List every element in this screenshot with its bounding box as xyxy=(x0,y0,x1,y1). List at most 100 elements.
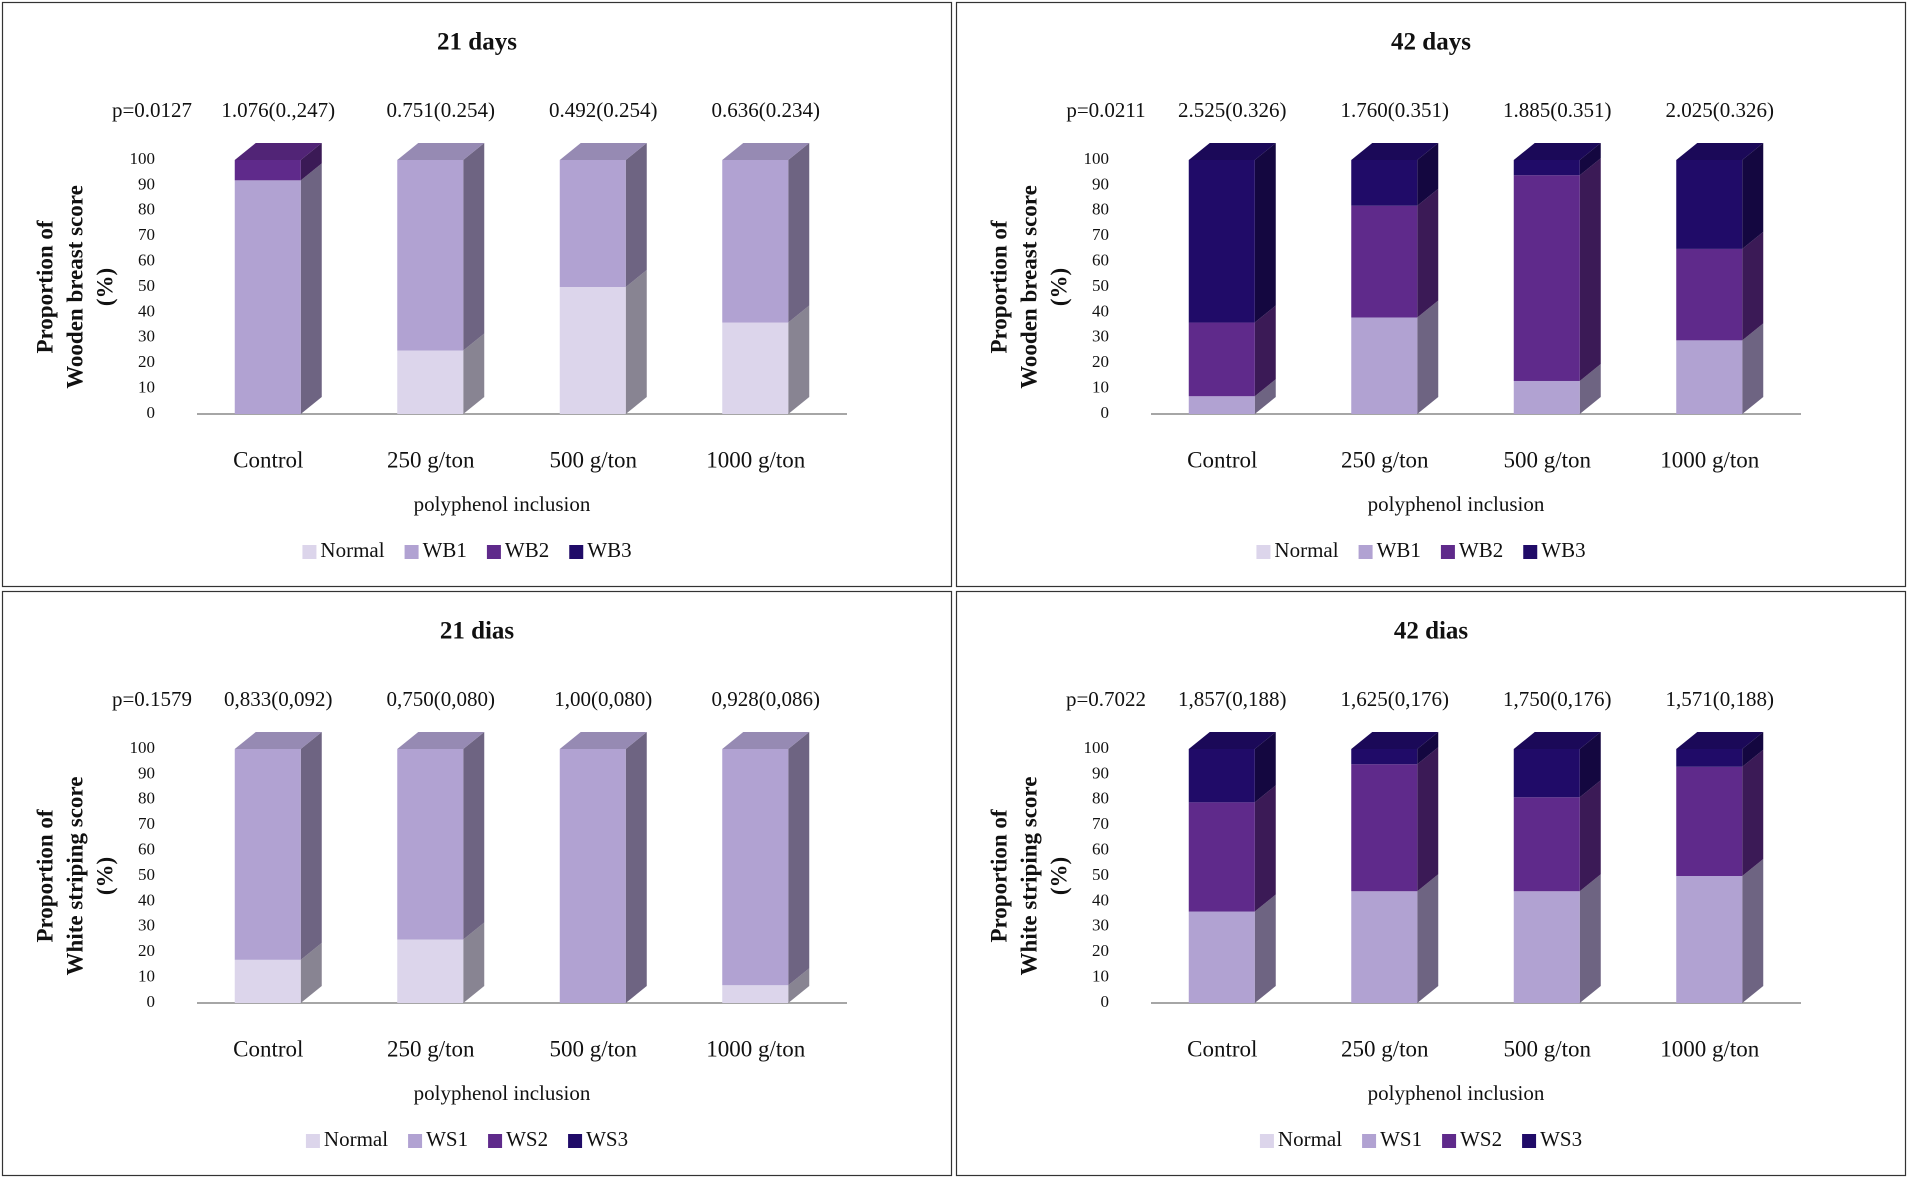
legend-label: WB1 xyxy=(423,538,467,562)
bar-side xyxy=(1579,158,1601,381)
bar-side xyxy=(1579,143,1601,176)
legend-swatch xyxy=(404,545,419,559)
bar-side xyxy=(1254,305,1276,397)
x-tick-label: 1000 g/ton xyxy=(706,1036,806,1061)
mean-label: 1,857(0,188) xyxy=(1178,687,1287,711)
legend-label: WS2 xyxy=(506,1127,548,1151)
x-axis-label: polyphenol inclusion xyxy=(1368,492,1545,516)
bar-top xyxy=(397,732,485,749)
legend-label: WB2 xyxy=(505,538,549,562)
chart-title: 42 days xyxy=(1391,29,1471,56)
chart-title: 42 dias xyxy=(1394,618,1469,645)
x-tick-label: 500 g/ton xyxy=(1503,447,1591,472)
bar-top xyxy=(559,732,647,749)
mean-label: 1,00(0,080) xyxy=(554,687,652,711)
bar-segment xyxy=(1676,340,1743,414)
bar-segment xyxy=(1188,322,1255,397)
x-tick-label: 1000 g/ton xyxy=(706,447,806,472)
y-tick-label: 80 xyxy=(138,789,155,808)
bar-side xyxy=(463,732,485,940)
bar-segment xyxy=(1513,380,1580,414)
bar-side xyxy=(788,968,810,1003)
bar-segment xyxy=(397,749,464,940)
bar-top xyxy=(397,143,485,160)
bar-top xyxy=(1351,732,1439,749)
mean-label: 0.492(0.254) xyxy=(549,98,658,122)
x-tick-label: 1000 g/ton xyxy=(1660,447,1760,472)
bar-segment xyxy=(1351,749,1418,765)
bar-segment xyxy=(1351,160,1418,206)
bar-top xyxy=(722,732,810,749)
y-tick-label: 40 xyxy=(1092,890,1109,909)
bar-segment xyxy=(1676,248,1743,341)
mean-label: 1.760(0.351) xyxy=(1341,98,1450,122)
bar-side xyxy=(1254,143,1276,323)
p-value: p=0.0127 xyxy=(112,98,192,122)
legend-label: WB3 xyxy=(587,538,631,562)
p-value: p=0.0211 xyxy=(1066,98,1145,122)
bar-side xyxy=(1579,363,1601,414)
mean-label: 0.751(0.254) xyxy=(387,98,496,122)
bar-segment xyxy=(1188,749,1255,803)
y-tick-label: 90 xyxy=(1092,763,1109,782)
p-value: p=0.1579 xyxy=(112,687,192,711)
legend-label: WB3 xyxy=(1541,538,1585,562)
y-axis-label: Proportion of xyxy=(986,220,1011,353)
y-tick-label: 70 xyxy=(1092,814,1109,833)
y-tick-label: 0 xyxy=(1101,403,1110,422)
bar-side xyxy=(1742,732,1764,767)
x-tick-label: Control xyxy=(233,447,303,472)
y-axis-label: (%) xyxy=(1046,268,1071,306)
legend-swatch xyxy=(1442,1134,1457,1148)
bar-side xyxy=(1417,732,1439,765)
legend-label: WS2 xyxy=(1460,1127,1502,1151)
bar-side xyxy=(1417,747,1439,892)
bar-side xyxy=(1254,379,1276,414)
bar-segment xyxy=(234,749,301,960)
bar-side xyxy=(1417,874,1439,1003)
bar-side xyxy=(1742,143,1764,249)
bar-segment xyxy=(1351,764,1418,892)
y-tick-label: 50 xyxy=(1092,865,1109,884)
bar-side xyxy=(463,922,485,1003)
bar-segment xyxy=(1513,891,1580,1003)
bar-side xyxy=(1742,749,1764,876)
bar-side xyxy=(463,143,485,351)
bar-side xyxy=(300,163,322,414)
mean-label: 0,833(0,092) xyxy=(224,687,333,711)
legend-swatch xyxy=(1256,545,1271,559)
y-tick-label: 60 xyxy=(138,251,155,270)
bar-segment xyxy=(1351,205,1418,318)
legend-swatch xyxy=(569,545,584,559)
x-tick-label: 250 g/ton xyxy=(1341,1036,1429,1061)
p-value: p=0.7022 xyxy=(1066,687,1146,711)
mean-label: 1,625(0,176) xyxy=(1341,687,1450,711)
y-axis-label: Proportion of xyxy=(986,809,1011,942)
x-tick-label: Control xyxy=(233,1036,303,1061)
bar-side xyxy=(788,305,810,414)
bar-top xyxy=(1351,143,1439,160)
y-axis-label: Proportion of xyxy=(32,220,57,353)
bar-side xyxy=(1254,785,1276,912)
legend-swatch xyxy=(488,1134,503,1148)
chart-title: 21 dias xyxy=(440,618,515,645)
legend-label: Normal xyxy=(324,1127,388,1151)
y-axis-label: Proportion of xyxy=(32,809,57,942)
bar-segment xyxy=(234,959,301,1003)
legend-swatch xyxy=(1362,1134,1377,1148)
bar-segment xyxy=(722,322,789,414)
bar-side xyxy=(463,333,485,414)
y-axis-label: (%) xyxy=(92,268,117,306)
bar-top xyxy=(559,143,647,160)
bar-side xyxy=(1417,188,1439,318)
y-tick-label: 0 xyxy=(147,403,156,422)
legend-swatch xyxy=(302,545,317,559)
y-tick-label: 60 xyxy=(138,840,155,859)
bar-side xyxy=(1254,732,1276,803)
bar-segment xyxy=(397,350,464,414)
legend-label: WS1 xyxy=(426,1127,468,1151)
legend-swatch xyxy=(408,1134,423,1148)
bar-segment xyxy=(397,939,464,1003)
bar-side xyxy=(300,732,322,960)
